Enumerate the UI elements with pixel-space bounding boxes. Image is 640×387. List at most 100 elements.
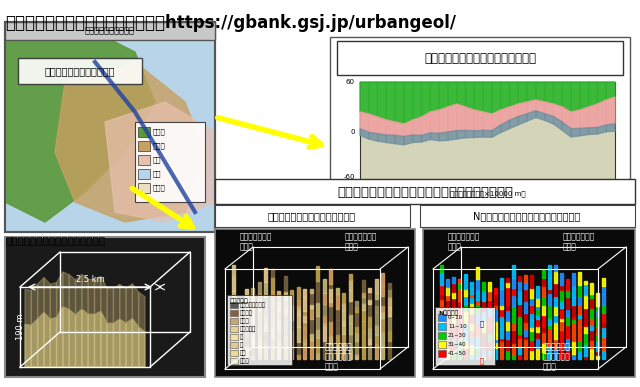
- Polygon shape: [493, 291, 497, 294]
- Polygon shape: [303, 322, 306, 327]
- Polygon shape: [566, 350, 568, 354]
- Polygon shape: [566, 338, 568, 350]
- Polygon shape: [518, 291, 520, 304]
- Polygon shape: [488, 333, 490, 341]
- Polygon shape: [335, 328, 339, 334]
- Text: 土丹: 土丹: [240, 350, 246, 356]
- Text: 11~10: 11~10: [448, 324, 467, 329]
- Polygon shape: [595, 322, 598, 327]
- Polygon shape: [271, 277, 273, 291]
- Polygon shape: [238, 330, 241, 340]
- Polygon shape: [500, 120, 509, 132]
- Polygon shape: [584, 284, 586, 295]
- Bar: [230, 334, 238, 340]
- Polygon shape: [547, 305, 550, 318]
- Polygon shape: [463, 280, 467, 289]
- Polygon shape: [362, 292, 365, 297]
- Text: 軟らかい沖積層
の泥層: 軟らかい沖積層 の泥層: [563, 232, 595, 252]
- Polygon shape: [481, 345, 484, 349]
- Polygon shape: [381, 332, 384, 346]
- Polygon shape: [577, 351, 580, 359]
- Polygon shape: [518, 281, 520, 291]
- Polygon shape: [63, 307, 69, 367]
- Polygon shape: [95, 277, 100, 315]
- Text: 31~40: 31~40: [448, 342, 467, 347]
- Polygon shape: [440, 325, 442, 332]
- Polygon shape: [113, 319, 120, 367]
- Polygon shape: [244, 316, 248, 323]
- Polygon shape: [509, 82, 518, 107]
- Polygon shape: [524, 322, 527, 329]
- Polygon shape: [323, 327, 326, 341]
- Text: 黒土・埴土・埴土: 黒土・埴土・埴土: [240, 302, 266, 308]
- Polygon shape: [395, 122, 404, 137]
- Polygon shape: [547, 328, 550, 340]
- Polygon shape: [323, 323, 326, 327]
- Text: 住宅地: 住宅地: [153, 129, 166, 135]
- Polygon shape: [541, 296, 545, 305]
- Polygon shape: [559, 285, 563, 290]
- Polygon shape: [488, 350, 490, 355]
- Polygon shape: [413, 135, 422, 142]
- Polygon shape: [541, 343, 545, 352]
- Polygon shape: [430, 82, 439, 112]
- Polygon shape: [76, 310, 82, 367]
- Polygon shape: [566, 316, 568, 325]
- Bar: [215, 229, 415, 377]
- Polygon shape: [335, 294, 339, 309]
- Polygon shape: [44, 277, 51, 319]
- Polygon shape: [571, 110, 580, 128]
- Polygon shape: [524, 301, 527, 313]
- Polygon shape: [527, 111, 536, 121]
- Polygon shape: [374, 325, 378, 335]
- Polygon shape: [554, 315, 557, 322]
- Polygon shape: [440, 354, 442, 359]
- Polygon shape: [440, 332, 442, 341]
- Polygon shape: [387, 316, 390, 331]
- Polygon shape: [595, 355, 598, 359]
- Polygon shape: [296, 327, 300, 342]
- Polygon shape: [481, 356, 484, 359]
- Polygon shape: [572, 286, 575, 297]
- Polygon shape: [458, 316, 461, 322]
- Polygon shape: [584, 281, 586, 284]
- Polygon shape: [451, 311, 454, 324]
- Polygon shape: [488, 355, 490, 359]
- Bar: [215, 179, 635, 204]
- Polygon shape: [422, 133, 430, 142]
- Polygon shape: [577, 314, 580, 318]
- Polygon shape: [232, 346, 234, 359]
- Polygon shape: [488, 300, 490, 307]
- Polygon shape: [465, 130, 474, 138]
- Polygon shape: [95, 312, 100, 367]
- Polygon shape: [606, 82, 615, 100]
- Polygon shape: [69, 310, 76, 367]
- Polygon shape: [349, 301, 351, 314]
- Polygon shape: [589, 82, 597, 107]
- FancyBboxPatch shape: [337, 41, 623, 75]
- Polygon shape: [296, 310, 300, 314]
- Polygon shape: [387, 307, 390, 316]
- Polygon shape: [323, 304, 326, 316]
- Bar: [420, 205, 635, 227]
- Polygon shape: [511, 322, 515, 330]
- Polygon shape: [518, 354, 520, 359]
- Polygon shape: [541, 270, 545, 278]
- Polygon shape: [481, 291, 484, 301]
- Polygon shape: [56, 272, 63, 317]
- Polygon shape: [529, 320, 532, 327]
- Polygon shape: [563, 122, 571, 137]
- Bar: [438, 314, 446, 321]
- Polygon shape: [563, 107, 571, 128]
- Polygon shape: [251, 310, 254, 317]
- Polygon shape: [470, 330, 472, 337]
- Bar: [215, 205, 410, 227]
- Polygon shape: [44, 313, 51, 367]
- Polygon shape: [536, 338, 538, 348]
- Polygon shape: [244, 289, 248, 300]
- Polygon shape: [381, 318, 384, 332]
- Polygon shape: [381, 286, 384, 296]
- Polygon shape: [257, 293, 260, 299]
- FancyBboxPatch shape: [5, 22, 215, 232]
- Polygon shape: [251, 333, 254, 344]
